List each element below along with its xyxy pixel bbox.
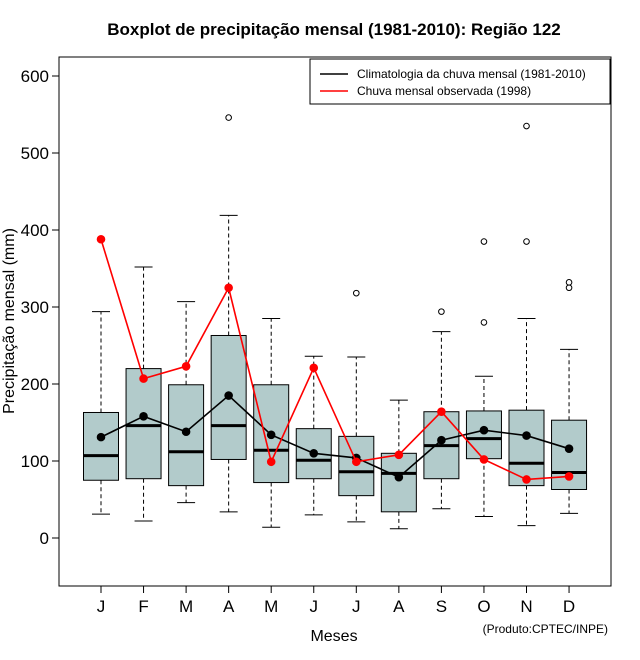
x-tick-label-1: F: [138, 597, 148, 616]
y-tick-label-0: 0: [40, 529, 49, 548]
y-axis: 0 100 200 300 400 500 600: [21, 67, 60, 548]
box-0-iqr: [83, 411, 119, 481]
box-2: [168, 301, 205, 504]
box-1: [125, 266, 162, 522]
box-9: [465, 238, 502, 517]
series-1-point-3: [224, 283, 233, 293]
series-0-point-0: [96, 432, 106, 442]
y-tick-label-5: 500: [21, 144, 49, 163]
box-8-outlier-0: [438, 308, 445, 315]
box-9-iqr: [465, 410, 502, 460]
box-10-outlier-1: [523, 122, 530, 130]
legend-label-0: Climatologia da chuva mensal (1981-2010): [357, 67, 586, 81]
x-tick-label-8: S: [436, 597, 447, 616]
y-tick-label-3: 300: [21, 298, 49, 317]
box-6-outlier-0: [353, 289, 360, 297]
series-0-point-7: [394, 472, 404, 482]
x-tick-label-9: O: [477, 597, 490, 616]
data-series: [96, 234, 574, 484]
x-tick-label-0: J: [97, 597, 106, 616]
series-0-point-4: [266, 430, 276, 440]
x-tick-label-5: J: [310, 597, 319, 616]
box-11-outlier-0: [565, 284, 573, 292]
series-1-point-1: [139, 374, 148, 383]
y-tick-label-2: 200: [21, 375, 49, 394]
series-0-point-3: [224, 391, 233, 400]
x-tick-label-6: J: [352, 597, 361, 616]
chart-title: Boxplot de precipitação mensal (1981-201…: [107, 20, 561, 39]
x-tick-label-10: N: [520, 597, 532, 616]
box-7: [380, 399, 417, 530]
box-10: [508, 122, 545, 527]
boxplot-boxes: [83, 114, 588, 530]
box-0: [83, 311, 119, 515]
box-9-outlier-0: [480, 319, 488, 326]
y-tick-label-1: 100: [21, 452, 49, 471]
legend: Climatologia da chuva mensal (1981-2010)…: [309, 58, 611, 105]
x-tick-label-3: A: [223, 597, 235, 616]
series-1-point-7: [394, 450, 404, 460]
box-6: [338, 289, 375, 523]
product-credit: (Produto:CPTEC/INPE): [483, 622, 608, 636]
box-9-outlier-1: [480, 238, 488, 245]
x-tick-label-7: A: [393, 597, 405, 616]
box-7-iqr: [380, 452, 417, 513]
series-0-point-5: [309, 449, 319, 458]
box-10-outlier-0: [523, 238, 530, 245]
x-tick-label-4: M: [264, 597, 278, 616]
series-0-point-8: [437, 435, 446, 445]
series-1-point-9: [479, 455, 489, 464]
box-10-iqr: [508, 409, 545, 487]
series-1-point-8: [437, 407, 446, 417]
series-0-line: [100, 394, 570, 479]
legend-label-1: Chuva mensal observada (1998): [357, 84, 531, 98]
series-1-line: [100, 239, 570, 481]
x-tick-label-2: M: [179, 597, 193, 616]
y-tick-label-4: 400: [21, 221, 49, 240]
series-1-point-6: [352, 457, 361, 467]
series-1-point-10: [522, 475, 531, 484]
box-3-outlier-0: [225, 114, 232, 121]
series-1-point-5: [309, 363, 319, 373]
series-1-point-4: [266, 457, 276, 467]
series-0-point-1: [139, 412, 148, 421]
plot-frame: [58, 56, 612, 587]
series-1-point-11: [564, 472, 574, 481]
series-0-point-10: [522, 431, 531, 440]
box-3: [210, 114, 247, 513]
series-0-point-2: [181, 427, 191, 437]
series-0-point-11: [564, 444, 574, 453]
series-1-point-2: [181, 361, 191, 371]
box-1-iqr: [125, 368, 162, 480]
box-5: [295, 355, 332, 516]
series-0-point-9: [479, 425, 489, 435]
y-tick-label-6: 600: [21, 67, 49, 86]
x-tick-label-11: D: [563, 597, 575, 616]
box-11-outlier-1: [565, 279, 573, 286]
legend-frame: [309, 58, 611, 105]
series-1-point-0: [96, 234, 106, 244]
x-axis-label: Meses: [310, 628, 357, 645]
y-axis-label: Precipitação mensal (mm): [1, 228, 18, 414]
